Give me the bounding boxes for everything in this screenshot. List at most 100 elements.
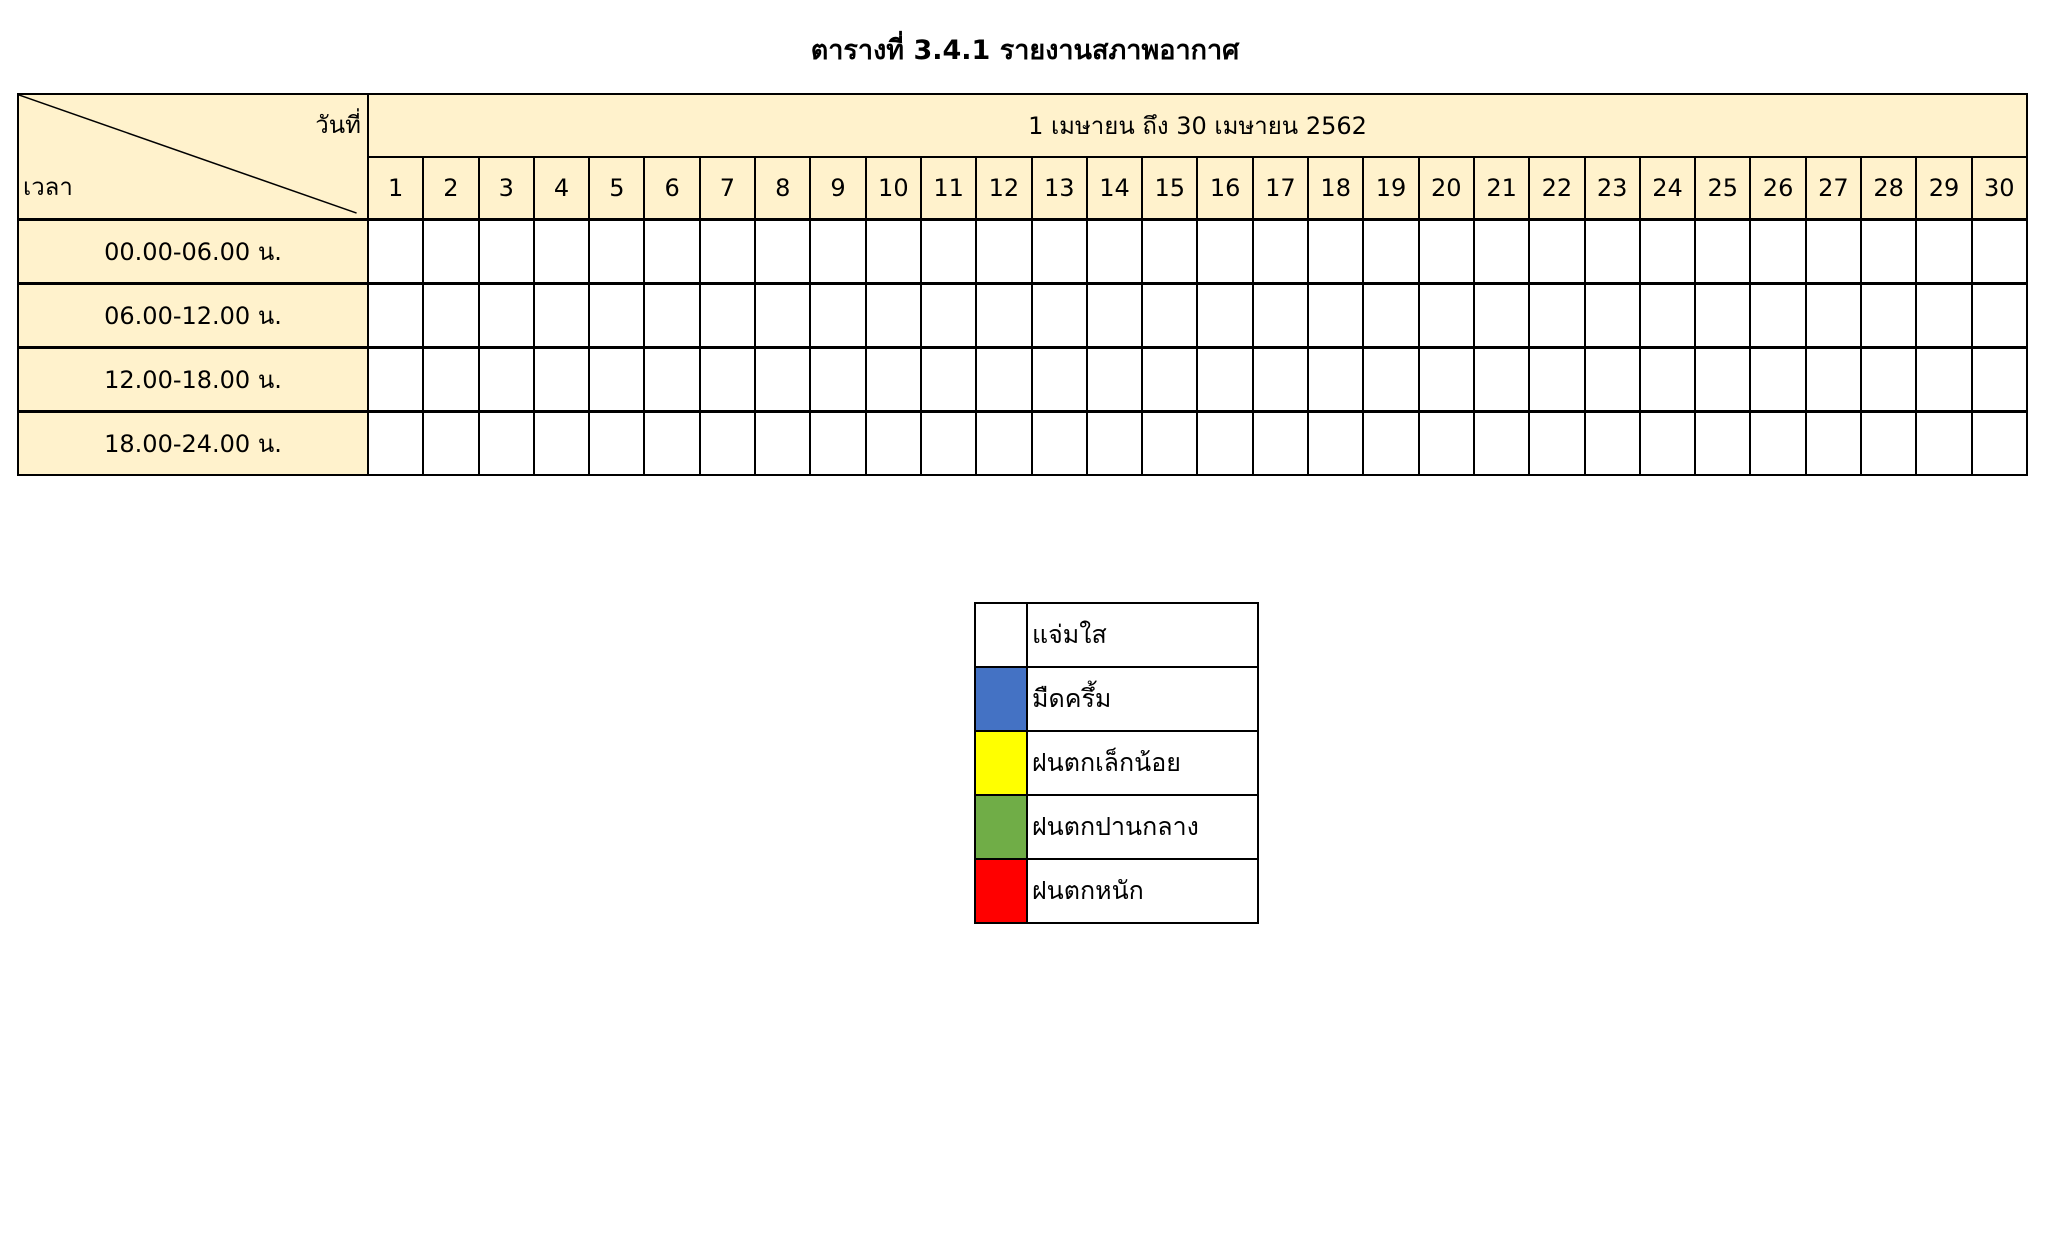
weather-cell[interactable] xyxy=(477,410,535,476)
weather-cell[interactable] xyxy=(1804,218,1863,285)
weather-cell[interactable] xyxy=(1417,346,1475,413)
weather-cell[interactable] xyxy=(1694,218,1752,285)
weather-cell[interactable] xyxy=(975,346,1033,413)
weather-cell[interactable] xyxy=(1583,218,1641,285)
weather-cell[interactable] xyxy=(919,282,978,349)
weather-cell[interactable] xyxy=(643,218,701,285)
weather-cell[interactable] xyxy=(1362,282,1420,349)
weather-cell[interactable] xyxy=(1528,346,1586,413)
weather-cell[interactable] xyxy=(1694,282,1752,349)
weather-cell[interactable] xyxy=(698,346,757,413)
weather-cell[interactable] xyxy=(1307,218,1365,285)
weather-cell[interactable] xyxy=(477,282,535,349)
weather-cell[interactable] xyxy=(975,218,1033,285)
weather-cell[interactable] xyxy=(754,218,812,285)
weather-cell[interactable] xyxy=(1860,282,1918,349)
weather-cell[interactable] xyxy=(1085,346,1144,413)
weather-cell[interactable] xyxy=(1915,346,1973,413)
weather-cell[interactable] xyxy=(1472,218,1531,285)
weather-cell[interactable] xyxy=(1251,346,1310,413)
weather-cell[interactable] xyxy=(1141,218,1199,285)
weather-cell[interactable] xyxy=(1472,346,1531,413)
weather-cell[interactable] xyxy=(1085,218,1144,285)
weather-cell[interactable] xyxy=(1196,410,1254,476)
weather-cell[interactable] xyxy=(1970,410,2029,476)
weather-cell[interactable] xyxy=(1528,282,1586,349)
weather-cell[interactable] xyxy=(366,410,425,476)
weather-cell[interactable] xyxy=(588,218,646,285)
weather-cell[interactable] xyxy=(754,346,812,413)
weather-cell[interactable] xyxy=(1417,282,1475,349)
weather-cell[interactable] xyxy=(1085,282,1144,349)
weather-cell[interactable] xyxy=(864,346,922,413)
weather-cell[interactable] xyxy=(1362,410,1420,476)
weather-cell[interactable] xyxy=(477,346,535,413)
weather-cell[interactable] xyxy=(698,410,757,476)
weather-cell[interactable] xyxy=(1196,346,1254,413)
weather-cell[interactable] xyxy=(1362,346,1420,413)
weather-cell[interactable] xyxy=(1472,410,1531,476)
weather-cell[interactable] xyxy=(1638,218,1697,285)
weather-cell[interactable] xyxy=(1583,282,1641,349)
weather-cell[interactable] xyxy=(1860,410,1918,476)
weather-cell[interactable] xyxy=(1417,410,1475,476)
weather-cell[interactable] xyxy=(1915,218,1973,285)
weather-cell[interactable] xyxy=(1638,282,1697,349)
weather-cell[interactable] xyxy=(1583,346,1641,413)
weather-cell[interactable] xyxy=(754,410,812,476)
weather-cell[interactable] xyxy=(1860,346,1918,413)
weather-cell[interactable] xyxy=(1196,218,1254,285)
weather-cell[interactable] xyxy=(809,410,867,476)
weather-cell[interactable] xyxy=(422,282,480,349)
weather-cell[interactable] xyxy=(1749,346,1807,413)
weather-cell[interactable] xyxy=(1196,282,1254,349)
weather-cell[interactable] xyxy=(1638,346,1697,413)
weather-cell[interactable] xyxy=(532,218,591,285)
weather-cell[interactable] xyxy=(698,218,757,285)
weather-cell[interactable] xyxy=(588,346,646,413)
weather-cell[interactable] xyxy=(754,282,812,349)
weather-cell[interactable] xyxy=(864,218,922,285)
weather-cell[interactable] xyxy=(643,282,701,349)
weather-cell[interactable] xyxy=(1141,282,1199,349)
weather-cell[interactable] xyxy=(1141,410,1199,476)
weather-cell[interactable] xyxy=(1251,410,1310,476)
weather-cell[interactable] xyxy=(588,410,646,476)
weather-cell[interactable] xyxy=(1307,282,1365,349)
weather-cell[interactable] xyxy=(1694,346,1752,413)
weather-cell[interactable] xyxy=(1638,410,1697,476)
weather-cell[interactable] xyxy=(1362,218,1420,285)
weather-cell[interactable] xyxy=(1749,410,1807,476)
weather-cell[interactable] xyxy=(1749,218,1807,285)
weather-cell[interactable] xyxy=(1141,346,1199,413)
weather-cell[interactable] xyxy=(1030,346,1088,413)
weather-cell[interactable] xyxy=(1915,282,1973,349)
weather-cell[interactable] xyxy=(1970,218,2029,285)
weather-cell[interactable] xyxy=(1528,218,1586,285)
weather-cell[interactable] xyxy=(1915,410,1973,476)
weather-cell[interactable] xyxy=(809,218,867,285)
weather-cell[interactable] xyxy=(422,346,480,413)
weather-cell[interactable] xyxy=(366,346,425,413)
weather-cell[interactable] xyxy=(1307,410,1365,476)
weather-cell[interactable] xyxy=(477,218,535,285)
weather-cell[interactable] xyxy=(1085,410,1144,476)
weather-cell[interactable] xyxy=(532,346,591,413)
weather-cell[interactable] xyxy=(1749,282,1807,349)
weather-cell[interactable] xyxy=(1804,410,1863,476)
weather-cell[interactable] xyxy=(975,410,1033,476)
weather-cell[interactable] xyxy=(975,282,1033,349)
weather-cell[interactable] xyxy=(643,346,701,413)
weather-cell[interactable] xyxy=(919,218,978,285)
weather-cell[interactable] xyxy=(422,410,480,476)
weather-cell[interactable] xyxy=(919,410,978,476)
weather-cell[interactable] xyxy=(532,282,591,349)
weather-cell[interactable] xyxy=(809,282,867,349)
weather-cell[interactable] xyxy=(1030,218,1088,285)
weather-cell[interactable] xyxy=(1417,218,1475,285)
weather-cell[interactable] xyxy=(1860,218,1918,285)
weather-cell[interactable] xyxy=(1251,282,1310,349)
weather-cell[interactable] xyxy=(1528,410,1586,476)
weather-cell[interactable] xyxy=(1804,282,1863,349)
weather-cell[interactable] xyxy=(1970,282,2029,349)
